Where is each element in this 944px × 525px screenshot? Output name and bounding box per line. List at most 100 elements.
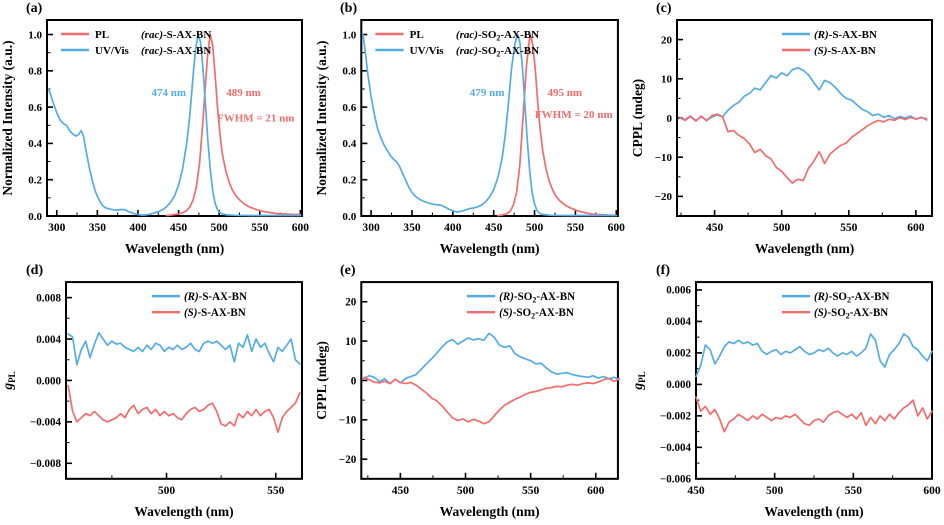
x-tick-label: 450 xyxy=(706,222,724,234)
x-tick-label: 400 xyxy=(444,222,462,234)
y-axis-label: Normalized Intensity (a.u.) xyxy=(0,40,15,195)
panel-f: (f) 450 500 550 600 −0.006 −0.004 −0.002 0.000 0… xyxy=(630,262,944,525)
legend: PL (rac)-S-AX-BN UV/Vis (rac)-S-AX-BN xyxy=(61,29,211,57)
annotation: FWHM = 21 nm xyxy=(217,113,294,125)
y-tick-label: 1.0 xyxy=(28,29,42,41)
series-PL xyxy=(165,33,302,217)
y-axis-label: CPPL (mdeg) xyxy=(630,79,645,157)
chart-b: 300 350 400 450 500 550 600 0.0 0.2 0.4 0.6 0.8 1.0 W… xyxy=(314,19,626,257)
x-tick-label: 550 xyxy=(251,222,269,234)
annotation: 495 nm xyxy=(547,87,582,99)
annotation: FWHM = 20 nm xyxy=(535,109,613,121)
y-axis: −20 −10 0 10 20 xyxy=(339,281,368,480)
series-(S)-S-AX-BN xyxy=(678,113,928,184)
y-tick-label: 0.6 xyxy=(342,102,356,114)
x-axis-label: Wavelength (nm) xyxy=(134,504,233,520)
y-tick-label: 0.004 xyxy=(36,334,61,346)
panel-tag-a: (a) xyxy=(26,1,43,16)
y-tick-label: 0 xyxy=(667,113,673,125)
y-tick-label: −10 xyxy=(655,152,673,164)
x-axis-label: Wavelength (nm) xyxy=(755,241,854,256)
panel-tag-e: (e) xyxy=(340,263,356,278)
x-tick-label: 600 xyxy=(907,222,925,234)
chart-a: 300 350 400 450 500 550 600 0.0 0.2 0.4 0.6 0.8 1.0 W… xyxy=(0,19,310,256)
legend: (R)-S-AX-BN (S)-S-AX-BN xyxy=(152,291,247,319)
x-axis: 450 500 550 600 xyxy=(687,472,941,497)
x-tick-label: 550 xyxy=(267,485,284,497)
series-(R)-SO2-AX-BN xyxy=(363,332,621,385)
y-tick-label: 0.000 xyxy=(36,375,61,387)
y-tick-label: −0.002 xyxy=(660,411,691,423)
legend-name: UV/Vis xyxy=(410,45,445,57)
y-tick-label: 10 xyxy=(661,74,673,86)
y-tick-label: −0.008 xyxy=(30,458,61,470)
y-axis-label: gPL xyxy=(630,371,647,390)
legend-name: PL xyxy=(410,29,424,41)
x-tick-label: 300 xyxy=(48,222,66,234)
series-(S)-S-AX-BN xyxy=(67,384,301,434)
series-UV/Vis xyxy=(47,33,302,217)
x-tick-label: 450 xyxy=(687,485,704,497)
x-tick-label: 550 xyxy=(567,222,585,234)
y-axis: 0.0 0.2 0.4 0.6 0.8 1.0 xyxy=(342,29,368,223)
legend-name: PL xyxy=(95,29,109,41)
y-axis: −20 −10 0 10 20 xyxy=(655,19,683,217)
annotation: 489 nm xyxy=(226,87,261,99)
x-tick-label: 450 xyxy=(170,222,188,234)
panel-d: (d) 500 550 −0.008 −0.004 0.000 0.004 0.008 Wav… xyxy=(0,262,314,525)
panel-tag-b: (b) xyxy=(340,1,358,16)
y-tick-label: 20 xyxy=(661,34,673,46)
panel-a: (a) 300 350 400 450 500 550 600 0.0 0.2 0.4 0.6 0.8… xyxy=(0,0,314,262)
legend-label: (S)-S-AX-BN xyxy=(184,307,246,319)
x-axis-label: Wavelength (nm) xyxy=(440,504,540,520)
y-axis: −0.006 −0.004 −0.002 0.000 0.002 0.004 0.006 xyxy=(660,285,702,486)
y-tick-label: 0.004 xyxy=(666,316,691,328)
y-tick-label: 0.4 xyxy=(28,138,42,150)
x-tick-label: 300 xyxy=(362,222,380,234)
x-tick-label: 600 xyxy=(292,222,310,234)
legend-label: (R)-SO2-AX-BN xyxy=(814,291,890,305)
x-tick-label: 550 xyxy=(845,485,862,497)
x-tick-label: 500 xyxy=(773,222,791,234)
y-tick-label: 0.2 xyxy=(28,175,42,187)
x-tick-label: 350 xyxy=(89,222,107,234)
chart-e: 450 500 550 600 −20 −10 0 10 20 Wavelength (nm) CP… xyxy=(314,281,621,520)
y-tick-label: 0.0 xyxy=(28,211,42,223)
x-tick-label: 350 xyxy=(403,222,421,234)
x-tick-label: 400 xyxy=(129,222,147,234)
y-axis-label: Normalized Intensity (a.u.) xyxy=(314,40,330,195)
y-tick-label: 20 xyxy=(345,297,357,309)
y-tick-label: −0.006 xyxy=(660,474,691,486)
series-(R)-S-AX-BN xyxy=(678,66,928,122)
y-tick-label: 0.6 xyxy=(28,102,42,114)
y-tick-label: 0 xyxy=(351,375,357,387)
y-tick-label: −0.004 xyxy=(660,442,691,454)
legend: PL (rac)-SO2-AX-BN UV/Vis (rac)-SO2-AX-BN xyxy=(375,29,539,58)
legend-label: (R)-S-AX-BN xyxy=(814,29,877,41)
panel-tag-f: (f) xyxy=(656,263,670,278)
panel-b: (b) 300 350 400 450 500 550 600 0.0 0.2 0.4 0.6 0.8… xyxy=(314,0,630,262)
series-(S)-SO2-AX-BN xyxy=(695,396,933,433)
y-tick-label: 0.8 xyxy=(28,66,42,78)
legend-label: (R)-S-AX-BN xyxy=(184,291,247,303)
series-(R)-SO2-AX-BN xyxy=(695,333,933,378)
legend-label: (S)-S-AX-BN xyxy=(814,45,876,57)
panel-tag-d: (d) xyxy=(26,263,44,278)
x-axis: 500 550 xyxy=(111,472,285,497)
y-axis: −0.008 −0.004 0.000 0.004 0.008 xyxy=(30,292,72,470)
x-tick-label: 600 xyxy=(923,485,940,497)
legend-label: (rac)-SO2-AX-BN xyxy=(456,29,539,42)
legend-label: (R)-SO2-AX-BN xyxy=(499,291,575,304)
y-tick-label: 1.0 xyxy=(342,29,356,41)
x-axis: 450 500 550 600 xyxy=(367,472,605,497)
chart-d: 500 550 −0.008 −0.004 0.000 0.004 0.008 Wavelen… xyxy=(0,281,303,520)
x-axis: 450 500 550 600 xyxy=(680,210,925,234)
x-tick-label: 500 xyxy=(211,222,229,234)
y-tick-label: −0.004 xyxy=(30,417,61,429)
y-tick-label: −20 xyxy=(339,454,357,466)
y-tick-label: 0.002 xyxy=(666,348,691,360)
x-axis-label: Wavelength (nm) xyxy=(125,241,224,256)
x-tick-label: 500 xyxy=(158,485,175,497)
x-tick-label: 600 xyxy=(608,222,626,234)
